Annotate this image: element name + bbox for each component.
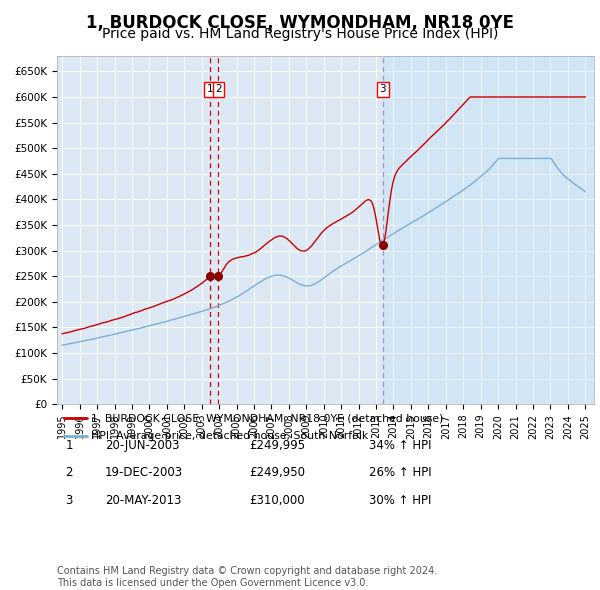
Text: 26% ↑ HPI: 26% ↑ HPI bbox=[369, 466, 431, 480]
Text: £310,000: £310,000 bbox=[249, 493, 305, 507]
Text: £249,995: £249,995 bbox=[249, 439, 305, 453]
Text: 20-JUN-2003: 20-JUN-2003 bbox=[105, 439, 179, 453]
Text: 1: 1 bbox=[65, 439, 73, 453]
Bar bbox=[383, 56, 594, 404]
Text: 1, BURDOCK CLOSE, WYMONDHAM, NR18 0YE (detached house): 1, BURDOCK CLOSE, WYMONDHAM, NR18 0YE (d… bbox=[91, 413, 443, 423]
Text: £249,950: £249,950 bbox=[249, 466, 305, 480]
Text: 3: 3 bbox=[65, 493, 73, 507]
Text: 19-DEC-2003: 19-DEC-2003 bbox=[105, 466, 183, 480]
Text: 2: 2 bbox=[65, 466, 73, 480]
Text: 30% ↑ HPI: 30% ↑ HPI bbox=[369, 493, 431, 507]
Text: 20-MAY-2013: 20-MAY-2013 bbox=[105, 493, 181, 507]
Text: HPI: Average price, detached house, South Norfolk: HPI: Average price, detached house, Sout… bbox=[91, 431, 368, 441]
Text: 3: 3 bbox=[379, 84, 386, 94]
Text: 34% ↑ HPI: 34% ↑ HPI bbox=[369, 439, 431, 453]
Text: 1: 1 bbox=[206, 84, 213, 94]
Text: 2: 2 bbox=[215, 84, 222, 94]
Text: 1, BURDOCK CLOSE, WYMONDHAM, NR18 0YE: 1, BURDOCK CLOSE, WYMONDHAM, NR18 0YE bbox=[86, 14, 514, 32]
Text: Contains HM Land Registry data © Crown copyright and database right 2024.
This d: Contains HM Land Registry data © Crown c… bbox=[57, 566, 437, 588]
Text: Price paid vs. HM Land Registry's House Price Index (HPI): Price paid vs. HM Land Registry's House … bbox=[102, 27, 498, 41]
